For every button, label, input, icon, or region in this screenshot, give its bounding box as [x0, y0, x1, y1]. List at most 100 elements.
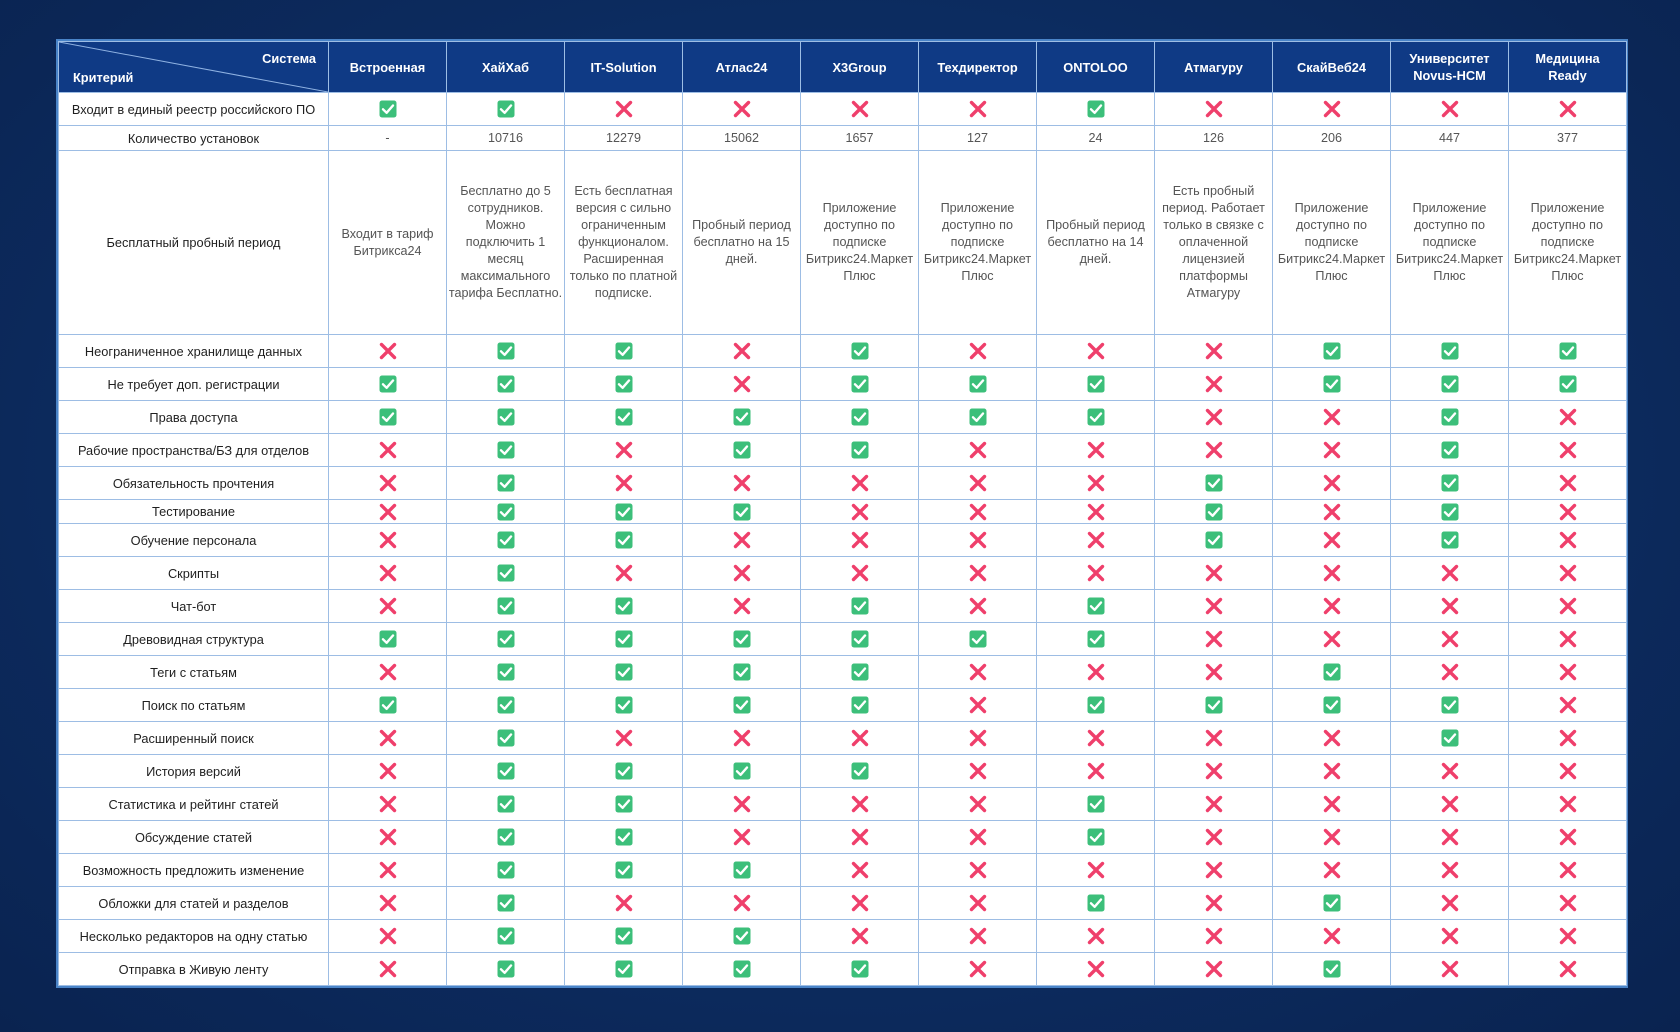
- mark-cell: [328, 952, 447, 986]
- cross-icon: [733, 564, 751, 582]
- diagonal-divider: [59, 42, 328, 92]
- criterion-cell: Не требует доп. регистрации: [58, 367, 329, 401]
- system-header: ONTOLOO: [1036, 41, 1155, 93]
- mark-cell: [1508, 853, 1627, 887]
- cross-icon: [615, 564, 633, 582]
- check-icon: [615, 375, 633, 393]
- mark-cell: [1390, 589, 1509, 623]
- criterion-cell: Обсуждение статей: [58, 820, 329, 854]
- mark-cell: [446, 853, 565, 887]
- cross-icon: [1559, 861, 1577, 879]
- check-icon: [379, 630, 397, 648]
- criterion-cell: Теги с статьям: [58, 655, 329, 689]
- check-icon: [497, 564, 515, 582]
- cross-icon: [615, 729, 633, 747]
- mark-cell: [1036, 655, 1155, 689]
- value-cell: 447: [1390, 125, 1509, 151]
- mark-cell: [328, 820, 447, 854]
- table-body: Входит в единый реестр российского ПО Кол…: [58, 92, 1627, 986]
- mark-cell: [564, 853, 683, 887]
- cross-icon: [969, 531, 987, 549]
- check-icon: [615, 861, 633, 879]
- criterion-cell: Тестирование: [58, 499, 329, 524]
- check-icon: [1441, 342, 1459, 360]
- table-row: Чат-бот: [58, 589, 1627, 623]
- mark-cell: [446, 787, 565, 821]
- mark-cell: [682, 334, 801, 368]
- cross-icon: [1559, 795, 1577, 813]
- mark-cell: [682, 655, 801, 689]
- mark-cell: [1154, 400, 1273, 434]
- mark-cell: [328, 433, 447, 467]
- criterion-cell: Скрипты: [58, 556, 329, 590]
- check-icon: [1323, 960, 1341, 978]
- cross-icon: [1441, 100, 1459, 118]
- mark-cell: [682, 886, 801, 920]
- mark-cell: [1390, 820, 1509, 854]
- check-icon: [615, 597, 633, 615]
- check-icon: [379, 375, 397, 393]
- mark-cell: [682, 400, 801, 434]
- mark-cell: [1272, 655, 1391, 689]
- criterion-cell: Неограниченное хранилище данных: [58, 334, 329, 368]
- mark-cell: [564, 499, 683, 524]
- cross-icon: [733, 597, 751, 615]
- cross-icon: [1087, 531, 1105, 549]
- mark-cell: [1508, 655, 1627, 689]
- mark-cell: [800, 754, 919, 788]
- mark-cell: [1036, 523, 1155, 557]
- mark-cell: [682, 433, 801, 467]
- check-icon: [497, 696, 515, 714]
- criterion-cell: Чат-бот: [58, 589, 329, 623]
- cross-icon: [1559, 729, 1577, 747]
- comparison-table: Система Критерий Встроенная ХайХаб IT-Solu…: [58, 41, 1627, 986]
- check-icon: [615, 795, 633, 813]
- mark-cell: [1036, 622, 1155, 656]
- mark-cell: [1154, 886, 1273, 920]
- mark-cell: [446, 820, 565, 854]
- check-icon: [497, 408, 515, 426]
- mark-cell: [1508, 556, 1627, 590]
- check-icon: [379, 100, 397, 118]
- value-cell: Есть пробный период. Работает только в с…: [1154, 150, 1273, 335]
- check-icon: [851, 960, 869, 978]
- value-cell: 1657: [800, 125, 919, 151]
- cross-icon: [1205, 729, 1223, 747]
- mark-cell: [328, 400, 447, 434]
- mark-cell: [682, 919, 801, 953]
- cross-icon: [1087, 663, 1105, 681]
- value-cell: Приложение доступно по подписке Битрикс2…: [918, 150, 1037, 335]
- cross-icon: [1559, 894, 1577, 912]
- check-icon: [615, 663, 633, 681]
- table-row: Обложки для статей и разделов: [58, 886, 1627, 920]
- mark-cell: [564, 952, 683, 986]
- cross-icon: [1205, 342, 1223, 360]
- mark-cell: [328, 688, 447, 722]
- mark-cell: [1508, 400, 1627, 434]
- cross-icon: [1087, 960, 1105, 978]
- cross-icon: [851, 729, 869, 747]
- mark-cell: [1390, 721, 1509, 755]
- check-icon: [851, 663, 869, 681]
- mark-cell: [446, 367, 565, 401]
- mark-cell: [682, 466, 801, 500]
- mark-cell: [918, 523, 1037, 557]
- mark-cell: [1508, 952, 1627, 986]
- system-header: Медицина Ready: [1508, 41, 1627, 93]
- mark-cell: [564, 622, 683, 656]
- cross-icon: [1087, 927, 1105, 945]
- cross-icon: [1559, 927, 1577, 945]
- mark-cell: [800, 334, 919, 368]
- mark-cell: [918, 688, 1037, 722]
- mark-cell: [564, 334, 683, 368]
- mark-cell: [682, 952, 801, 986]
- value-cell: Бесплатно до 5 сотрудников. Можно подклю…: [446, 150, 565, 335]
- check-icon: [497, 441, 515, 459]
- cross-icon: [969, 762, 987, 780]
- mark-cell: [682, 367, 801, 401]
- cross-icon: [969, 564, 987, 582]
- check-icon: [733, 762, 751, 780]
- cross-icon: [1205, 408, 1223, 426]
- check-icon: [851, 696, 869, 714]
- cross-icon: [379, 861, 397, 879]
